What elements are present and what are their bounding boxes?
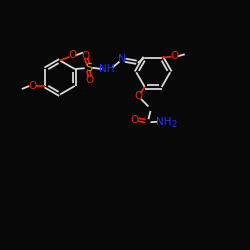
Text: O: O — [134, 92, 142, 102]
Text: NH: NH — [100, 64, 115, 74]
Text: O: O — [131, 115, 139, 125]
Text: S: S — [85, 63, 92, 73]
Text: O: O — [68, 50, 76, 60]
Text: O: O — [86, 75, 94, 85]
Text: 2: 2 — [171, 120, 176, 129]
Text: O: O — [82, 51, 90, 61]
Text: O: O — [170, 51, 179, 61]
Text: NH: NH — [156, 117, 172, 127]
Text: O: O — [28, 81, 36, 91]
Text: N: N — [118, 54, 126, 64]
